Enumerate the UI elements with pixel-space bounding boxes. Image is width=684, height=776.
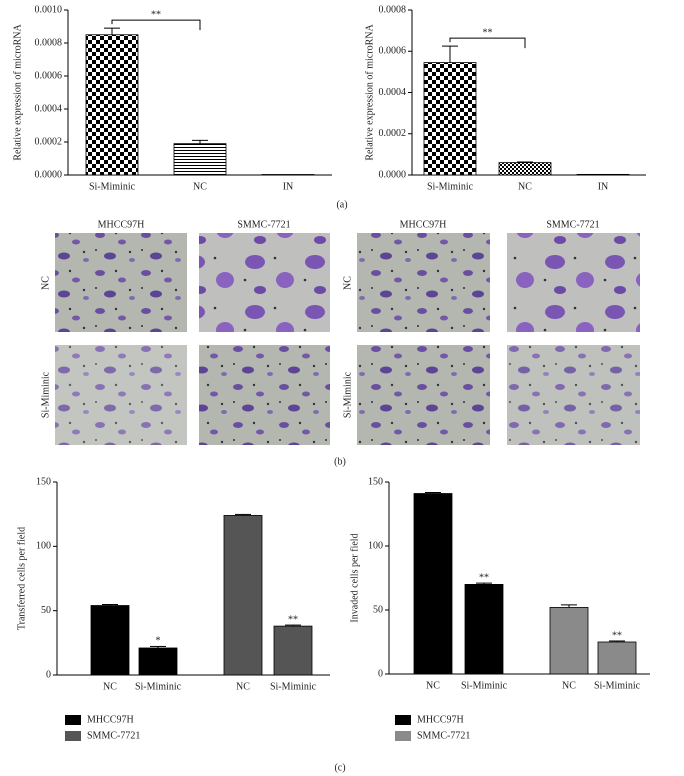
bar: [223, 515, 263, 676]
micrograph: [55, 233, 187, 332]
column-label: SMMC-7721: [237, 219, 290, 230]
panel-label: (c): [334, 762, 345, 773]
x-tick-label: NC: [236, 681, 250, 692]
significance-label: **: [479, 572, 489, 583]
bar: [413, 493, 453, 675]
x-tick-label: Si-Miminic: [461, 680, 508, 691]
y-tick-label: 0.0010: [35, 4, 63, 15]
y-axis-label: Invaded cells per field: [349, 533, 360, 622]
micrograph: [199, 345, 330, 445]
x-tick-label: IN: [598, 181, 609, 192]
significance-bracket: [449, 37, 526, 49]
y-axis-label: Transferred cells per field: [16, 527, 27, 630]
significance-label: **: [483, 27, 493, 38]
panel-label: (b): [334, 456, 346, 467]
y-tick-label: 0.0002: [35, 136, 63, 147]
y-tick-label: 0.0002: [379, 128, 407, 139]
y-tick-label: 0: [378, 668, 383, 679]
bar: [138, 647, 178, 676]
y-tick-label: 0.0004: [35, 103, 63, 114]
micrograph: [357, 233, 490, 332]
bar: [423, 62, 477, 176]
y-tick-label: 0.0000: [35, 169, 63, 180]
x-tick-label: IN: [283, 181, 294, 192]
x-tick-label: NC: [103, 681, 117, 692]
y-tick-label: 0: [46, 669, 51, 680]
y-tick-label: 150: [368, 476, 383, 487]
significance-label: *: [156, 636, 161, 647]
legend-label: MHCC97H: [87, 714, 134, 725]
legend-swatch: [395, 715, 411, 725]
bar: [464, 584, 504, 675]
panel-label: (a): [336, 199, 347, 210]
y-tick-label: 100: [368, 540, 383, 551]
x-tick-label: NC: [193, 181, 207, 192]
row-label: Si-Miminic: [40, 371, 51, 418]
legend-label: MHCC97H: [417, 714, 464, 725]
legend-swatch: [65, 731, 81, 741]
y-axis-label: Relative expression of microRNA: [364, 24, 375, 161]
micrograph: [55, 345, 187, 445]
x-tick-label: Si-Miminic: [427, 181, 474, 192]
bar: [576, 173, 630, 176]
y-tick-label: 50: [373, 604, 383, 615]
bar: [173, 143, 227, 176]
row-label: NC: [40, 276, 51, 290]
y-tick-label: 0.0008: [379, 4, 407, 15]
bar: [85, 34, 139, 176]
significance-label: **: [612, 630, 622, 641]
y-axis-label: Relative expression of microRNA: [12, 24, 23, 161]
y-tick-label: 0.0006: [35, 70, 63, 81]
image-panel: MHCC97H SMMC-7721 MHCC97H SMMC-7721 NC S…: [40, 219, 640, 445]
x-tick-label: Si-Miminic: [89, 181, 136, 192]
bar: [498, 162, 552, 176]
y-tick-label: 0.0006: [379, 46, 407, 57]
y-tick-label: 50: [41, 605, 51, 616]
row-label: Si-Miminic: [342, 371, 353, 418]
micrograph: [199, 233, 330, 332]
x-tick-label: Si-Miminic: [135, 681, 182, 692]
y-tick-label: 150: [36, 476, 51, 487]
significance-bracket: [111, 19, 201, 31]
row-label: NC: [342, 276, 353, 290]
bar: [273, 625, 313, 676]
x-tick-label: NC: [562, 680, 576, 691]
column-label: MHCC97H: [400, 219, 447, 230]
column-label: MHCC97H: [98, 219, 145, 230]
micrograph: [507, 345, 640, 445]
bar: [549, 607, 589, 675]
legend-label: SMMC-7721: [417, 730, 470, 741]
y-tick-label: 100: [36, 541, 51, 552]
y-tick-label: 0.0008: [35, 37, 63, 48]
x-tick-label: Si-Miminic: [270, 681, 317, 692]
y-tick-label: 0.0004: [379, 87, 407, 98]
micrograph: [357, 345, 490, 445]
column-label: SMMC-7721: [546, 219, 599, 230]
significance-label: **: [288, 614, 298, 625]
bar: [597, 641, 637, 675]
bar: [90, 605, 130, 676]
legend-label: SMMC-7721: [87, 730, 140, 741]
x-tick-label: NC: [426, 680, 440, 691]
y-tick-label: 0.0000: [379, 169, 407, 180]
x-tick-label: Si-Miminic: [594, 680, 641, 691]
legend-swatch: [65, 715, 81, 725]
bar: [261, 174, 315, 176]
micrograph: [507, 233, 640, 332]
significance-label: **: [151, 9, 161, 20]
x-tick-label: NC: [518, 181, 532, 192]
legend-swatch: [395, 731, 411, 741]
